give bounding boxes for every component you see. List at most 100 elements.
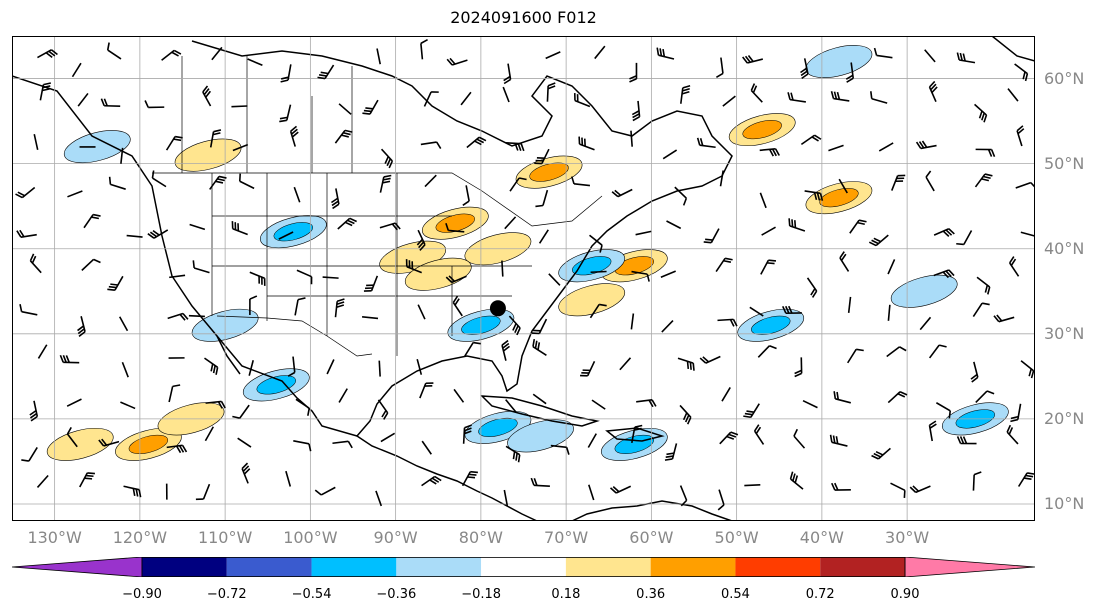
barb-flag <box>344 221 353 227</box>
wind-barb <box>548 273 561 286</box>
barb-flag <box>363 289 372 292</box>
barb-flag <box>258 275 261 284</box>
north-america-coast <box>12 40 733 437</box>
wind-barb <box>703 228 720 244</box>
wind-barb <box>589 234 603 253</box>
wind-barb <box>461 470 478 487</box>
barb-staff <box>448 229 465 233</box>
wind-barb <box>338 103 352 115</box>
wind-barb <box>1008 256 1020 277</box>
barb-staff <box>588 484 595 501</box>
barb-flag <box>434 475 442 482</box>
barb-flag <box>632 113 640 119</box>
barb-flag <box>771 148 777 157</box>
barb-flag <box>383 174 392 178</box>
barb-flag <box>682 85 691 89</box>
barb-flag <box>656 47 660 56</box>
storm-marker <box>489 300 506 317</box>
barb-flag <box>651 399 657 407</box>
wind-barb <box>802 399 818 409</box>
wind-barb <box>416 229 426 251</box>
barb-staff <box>661 320 674 333</box>
barb-staff <box>66 398 82 407</box>
barb-staff <box>719 170 724 187</box>
barb-flag <box>897 174 906 177</box>
barb-flag <box>425 382 434 385</box>
barb-flag <box>287 371 296 377</box>
barb-staff <box>152 177 167 188</box>
barb-staff <box>239 404 250 419</box>
map-frame <box>12 36 1035 521</box>
barb-flag <box>42 88 50 92</box>
wind-barb <box>169 274 186 279</box>
barb-staff <box>928 344 940 359</box>
barb-flag <box>29 253 35 262</box>
barb-flag <box>1030 182 1035 189</box>
wind-barb <box>334 129 353 144</box>
anomaly-contour <box>890 274 958 308</box>
barb-flag <box>752 85 758 94</box>
barb-flag <box>344 129 353 133</box>
barb-flag <box>535 204 544 208</box>
colorbar-tick-label: −0.54 <box>291 587 332 602</box>
wind-barb <box>505 445 521 463</box>
barb-flag <box>956 436 962 444</box>
wind-barb <box>337 217 357 230</box>
barb-flag <box>659 48 663 57</box>
colorbar-frame <box>141 557 906 577</box>
barb-flag <box>84 477 93 480</box>
barb-flag <box>845 74 854 80</box>
wind-barb <box>503 489 509 506</box>
colorbar-tick-label: −0.72 <box>206 587 247 602</box>
barb-staff <box>294 299 299 316</box>
barb-flag <box>531 332 540 335</box>
wind-barb <box>326 359 335 375</box>
wind-barb <box>794 357 803 378</box>
wind-barb <box>578 136 595 151</box>
wind-barb <box>717 318 738 327</box>
barb-flag <box>856 348 864 352</box>
us-canada-border <box>152 172 603 227</box>
barb-flag <box>581 137 584 146</box>
contour-inner <box>128 434 169 454</box>
wind-barb <box>530 477 550 487</box>
barb-flag <box>728 433 737 438</box>
wind-barb <box>846 348 864 364</box>
barb-flag <box>347 440 353 449</box>
barb-flag <box>871 454 879 460</box>
barb-flag <box>152 229 160 236</box>
longitude-label: 120°W <box>112 528 168 547</box>
wind-barb <box>66 398 82 407</box>
barb-flag <box>362 112 371 115</box>
barb-flag <box>215 367 219 375</box>
cuba-coast <box>480 395 600 427</box>
barb-staff <box>420 43 424 60</box>
barb-staff <box>376 48 382 65</box>
barb-staff <box>110 183 126 190</box>
barb-flag <box>981 178 990 182</box>
wind-barb <box>189 223 206 231</box>
wind-barb <box>924 49 936 63</box>
wind-barb <box>679 485 688 507</box>
barb-flag <box>632 116 640 122</box>
barb-flag <box>110 283 118 286</box>
barb-flag <box>470 470 478 474</box>
wind-barb <box>925 170 935 192</box>
wind-barb <box>205 400 226 409</box>
barb-flag <box>948 228 955 235</box>
barb-flag <box>512 451 516 460</box>
barb-flag <box>666 452 675 456</box>
barb-flag <box>899 391 908 396</box>
barb-flag <box>912 485 920 492</box>
hispaniola-coast <box>605 427 665 442</box>
wind-barb <box>699 355 721 364</box>
barb-flag <box>986 390 995 395</box>
barb-flag <box>970 373 978 380</box>
barb-flag <box>349 217 357 223</box>
barb-flag <box>232 415 240 419</box>
barb-flag <box>581 372 589 374</box>
barb-flag <box>978 110 983 119</box>
wind-barb <box>161 49 182 61</box>
barb-flag <box>996 314 1003 322</box>
wind-barb <box>538 229 549 244</box>
